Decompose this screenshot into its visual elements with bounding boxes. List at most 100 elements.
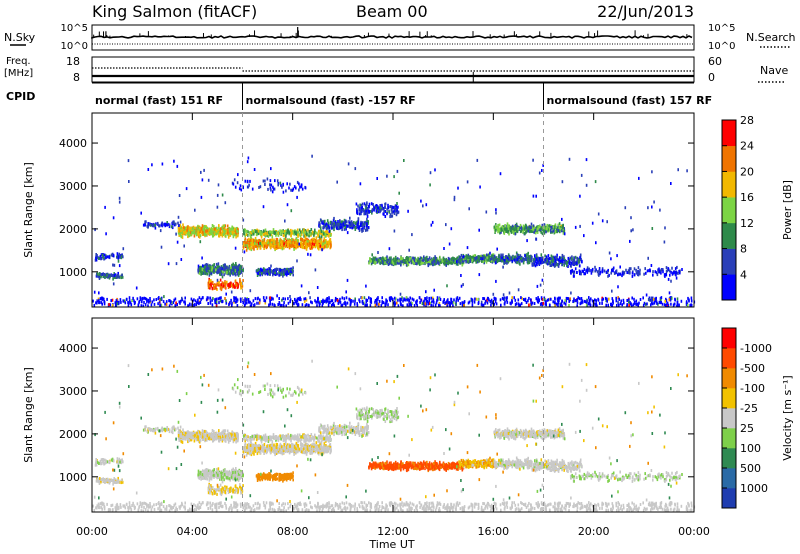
power-point — [391, 210, 393, 214]
power-point — [500, 227, 503, 231]
power-point — [156, 221, 159, 225]
power-point — [308, 243, 310, 247]
power-point — [249, 233, 251, 237]
power-point — [363, 226, 366, 230]
power-point — [288, 270, 290, 274]
power-point — [282, 234, 285, 238]
power-point — [477, 255, 480, 259]
power-point — [262, 179, 265, 183]
power-point — [463, 300, 466, 304]
power-point — [328, 297, 330, 301]
power-point — [250, 235, 252, 239]
power-point — [405, 256, 407, 260]
power-point — [317, 234, 319, 238]
power-point — [334, 221, 337, 225]
power-point — [108, 255, 110, 259]
power-point — [304, 230, 306, 234]
power-point — [179, 220, 182, 224]
power-point — [388, 210, 391, 214]
power-point — [370, 209, 373, 213]
power-point — [160, 223, 163, 227]
power-point — [356, 208, 358, 212]
power-point — [495, 228, 497, 232]
power-point — [257, 239, 259, 243]
power-point — [287, 243, 289, 247]
power-point — [239, 271, 242, 275]
power-point — [235, 262, 237, 265]
power-point — [527, 299, 529, 303]
power-point — [655, 296, 657, 300]
power-point — [319, 237, 321, 241]
power-point — [157, 302, 159, 306]
power-point — [390, 259, 393, 263]
power-point — [278, 242, 281, 246]
power-point — [151, 300, 154, 304]
power-point — [191, 231, 193, 235]
power-point — [360, 222, 362, 226]
power-point — [119, 255, 121, 259]
power-point — [216, 266, 218, 270]
power-point — [495, 256, 498, 260]
power-point — [384, 210, 386, 213]
power-point — [235, 296, 237, 300]
power-point — [599, 272, 601, 276]
power-point — [270, 243, 273, 247]
power-point — [209, 265, 211, 269]
power-point — [277, 233, 280, 237]
power-point — [535, 297, 538, 301]
power-point — [259, 270, 262, 274]
power-point — [245, 243, 247, 247]
power-point — [231, 228, 233, 232]
power-point — [263, 244, 265, 248]
power-point — [319, 229, 321, 233]
power-point — [533, 230, 535, 234]
power-point — [395, 257, 397, 261]
power-point — [111, 254, 114, 258]
power-point — [206, 266, 208, 270]
power-point — [546, 257, 549, 261]
power-point — [326, 231, 329, 234]
power-point — [339, 297, 341, 301]
power-point — [422, 261, 424, 264]
power-point — [379, 206, 381, 210]
power-point — [320, 235, 323, 239]
power-point — [222, 284, 225, 288]
power-point — [206, 296, 209, 300]
power-point — [264, 301, 267, 305]
power-point — [439, 257, 441, 261]
power-point — [563, 301, 565, 305]
power-point — [525, 257, 527, 261]
power-point — [490, 303, 492, 307]
power-point — [573, 272, 575, 275]
power-point — [194, 226, 196, 230]
power-point — [387, 303, 389, 307]
power-point — [490, 298, 493, 302]
power-point — [491, 301, 494, 305]
power-point — [412, 259, 414, 263]
power-point — [431, 261, 434, 265]
power-point — [324, 243, 326, 247]
power-point — [231, 225, 234, 229]
power-point — [314, 299, 316, 303]
power-point — [299, 244, 301, 248]
power-point — [384, 257, 386, 260]
power-point — [101, 302, 103, 306]
power-point — [183, 300, 185, 304]
power-point — [571, 255, 573, 259]
power-point — [475, 258, 478, 262]
power-point — [594, 269, 596, 273]
power-point — [506, 259, 508, 263]
power-point — [626, 299, 628, 302]
power-point — [220, 283, 223, 287]
power-point — [314, 245, 316, 249]
power-point — [278, 267, 280, 271]
power-point — [198, 271, 201, 275]
nsearch-label: N.Search — [746, 31, 796, 44]
power-point — [111, 298, 114, 302]
power-point — [193, 234, 196, 238]
power-point — [366, 202, 368, 206]
power-point — [270, 241, 273, 245]
power-point — [96, 272, 99, 276]
power-point — [557, 262, 560, 266]
